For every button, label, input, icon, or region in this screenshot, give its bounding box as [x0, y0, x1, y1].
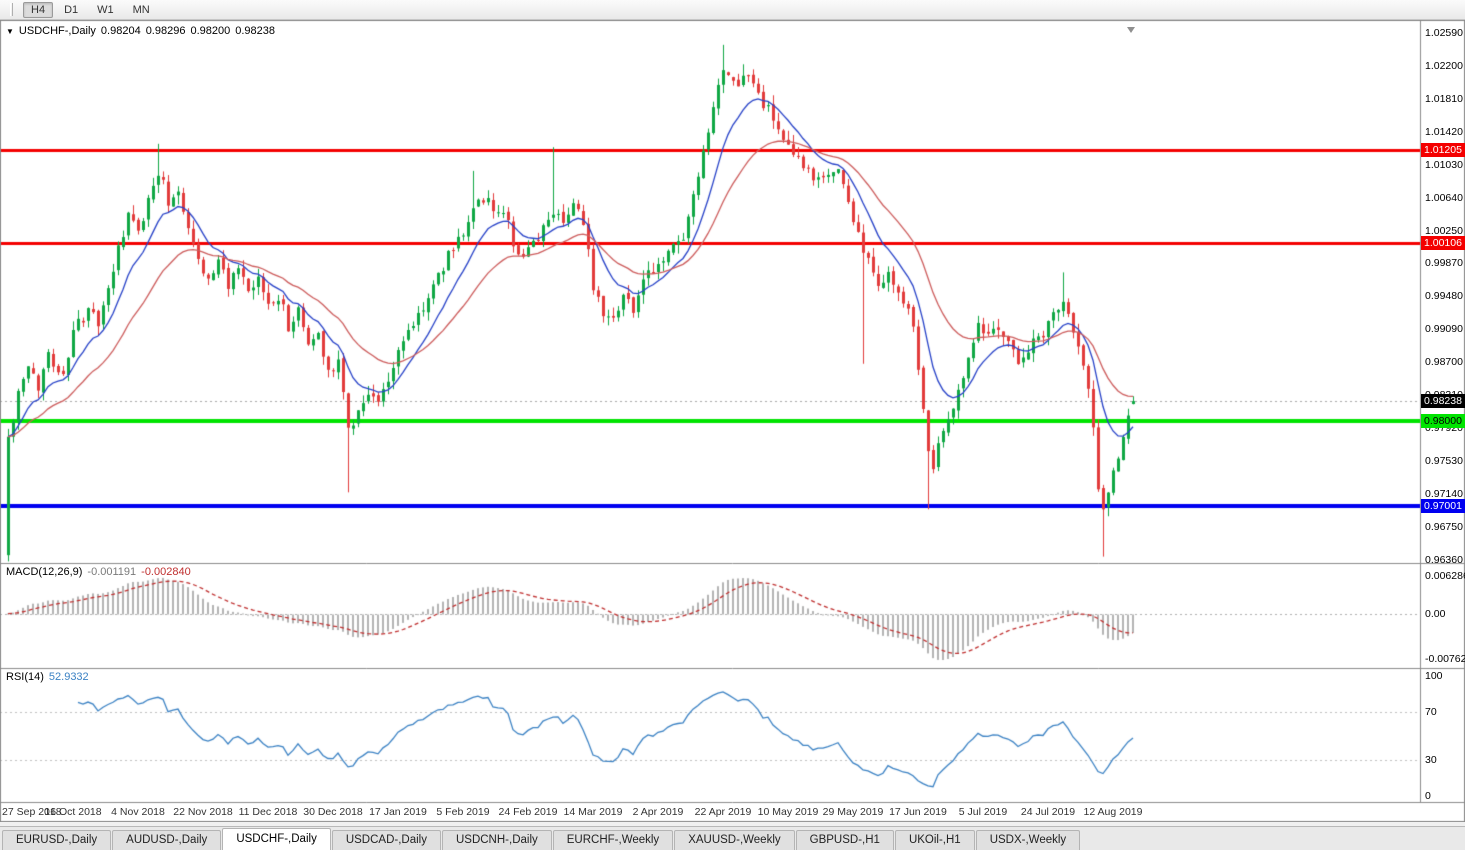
- timeframe-w1-button[interactable]: W1: [97, 3, 114, 16]
- timeframe-mn-button[interactable]: MN: [132, 3, 150, 16]
- tab-gbpusd-h1[interactable]: GBPUSD-,H1: [795, 830, 894, 850]
- tab-usdcad-daily[interactable]: USDCAD-,Daily: [331, 830, 441, 850]
- chart-canvas[interactable]: [0, 20, 1465, 822]
- date-scale[interactable]: [0, 802, 1420, 822]
- chart-tabs-bar: EURUSD-,Daily AUDUSD-,Daily USDCHF-,Daily U…: [0, 826, 1465, 850]
- horizontal-scrollbar[interactable]: [0, 822, 1465, 826]
- tab-usdchf-daily[interactable]: USDCHF-,Daily: [222, 828, 331, 850]
- timeframe-buttons: H4 D1 W1 MN: [23, 1, 161, 18]
- tab-audusd-daily[interactable]: AUDUSD-,Daily: [112, 830, 222, 850]
- price-scale[interactable]: [1421, 20, 1465, 802]
- timeframe-toolbar: H4 D1 W1 MN: [0, 0, 1465, 20]
- tab-eurchf-weekly[interactable]: EURCHF-,Weekly: [552, 830, 674, 850]
- tab-eurusd-daily[interactable]: EURUSD-,Daily: [2, 830, 112, 850]
- tab-usdx-weekly[interactable]: USDX-,Weekly: [975, 830, 1081, 850]
- chart-window: ▼ USDCHF-,Daily 0.98204 0.98296 0.98200 …: [0, 20, 1465, 822]
- toolbar-grip[interactable]: [10, 3, 13, 16]
- tab-usdcnh-daily[interactable]: USDCNH-,Daily: [441, 830, 552, 850]
- timeframe-h4-button[interactable]: H4: [23, 1, 54, 18]
- tab-xauusd-weekly[interactable]: XAUUSD-,Weekly: [674, 830, 795, 850]
- timeframe-d1-button[interactable]: D1: [64, 3, 79, 16]
- tab-ukoil-h1[interactable]: UKOil-,H1: [894, 830, 975, 850]
